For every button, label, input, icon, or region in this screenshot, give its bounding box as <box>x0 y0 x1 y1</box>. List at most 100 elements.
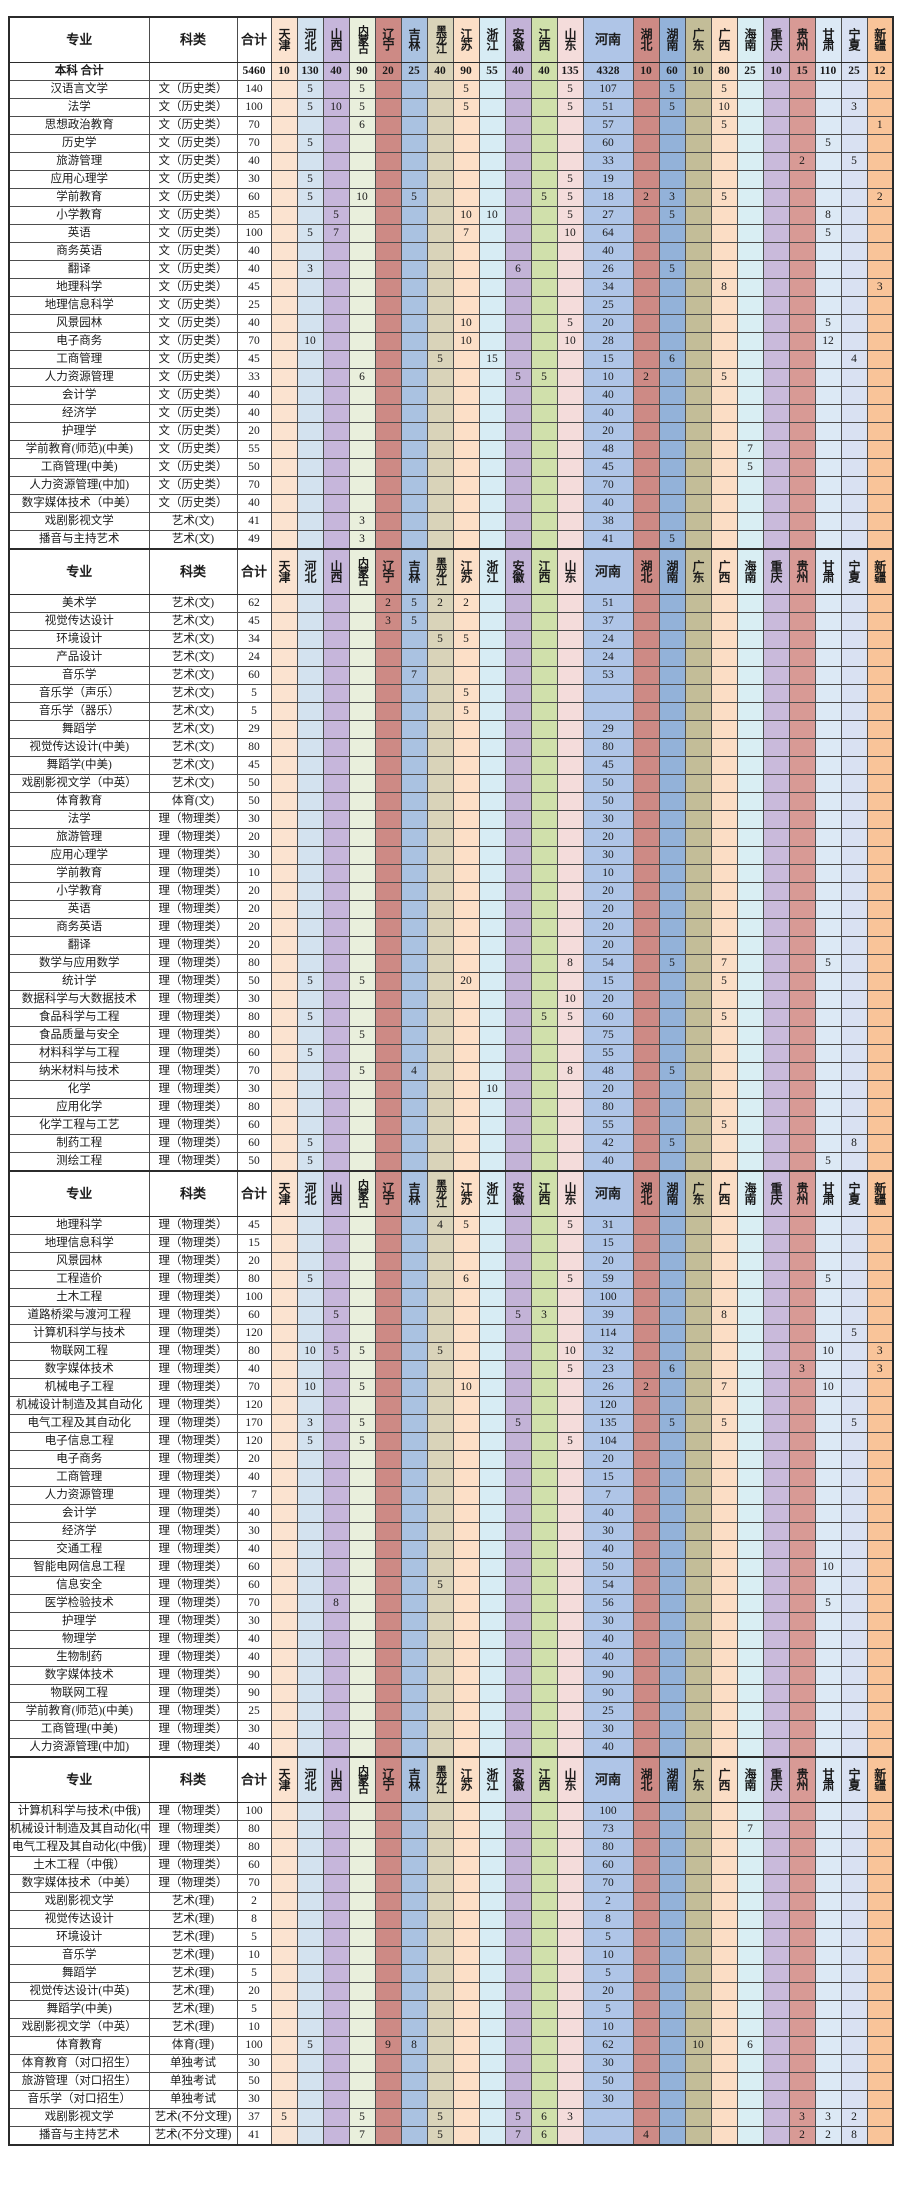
value-cell <box>840 1892 868 1911</box>
value-cell <box>478 296 506 315</box>
value-cell: 6 <box>504 260 532 279</box>
value-cell: 3 <box>866 278 894 297</box>
value-cell <box>270 278 298 297</box>
value-cell: 40 <box>582 1630 634 1649</box>
value-cell: 34 <box>582 278 634 297</box>
value-cell <box>296 2054 324 2073</box>
value-cell <box>452 530 480 550</box>
value-cell <box>426 476 454 495</box>
value-cell <box>684 2054 712 2073</box>
value-cell <box>374 882 402 901</box>
value-cell <box>374 1982 402 2001</box>
value-cell <box>710 594 738 613</box>
value-cell <box>632 792 660 811</box>
value-cell <box>840 1540 868 1559</box>
header-province: 天津 <box>270 548 298 595</box>
header-province: 黑龙江 <box>426 548 454 595</box>
value-cell <box>788 1982 816 2001</box>
value-cell <box>374 1540 402 1559</box>
header-province: 山西 <box>322 1756 350 1803</box>
value-cell: 2 <box>374 594 402 613</box>
value-cell <box>452 152 480 171</box>
value-cell <box>322 80 350 99</box>
value-cell <box>632 512 660 531</box>
value-cell <box>322 738 350 757</box>
value-cell <box>452 1432 480 1451</box>
value-cell <box>426 170 454 189</box>
value-cell <box>374 666 402 685</box>
value-cell <box>348 1612 376 1631</box>
value-cell <box>400 440 428 459</box>
category-cell: 理（物理类） <box>148 1306 238 1325</box>
value-cell <box>866 1134 894 1153</box>
value-cell <box>426 2054 454 2073</box>
value-cell: 5 <box>556 206 584 225</box>
value-cell: 3 <box>814 2108 842 2127</box>
value-cell <box>530 296 558 315</box>
value-cell <box>400 1820 428 1839</box>
header-province: 江苏 <box>452 16 480 63</box>
value-cell <box>866 810 894 829</box>
value-cell <box>632 1720 660 1739</box>
value-cell <box>762 1630 790 1649</box>
value-cell: 5 <box>426 350 454 369</box>
value-cell <box>684 1594 712 1613</box>
value-cell: 5 <box>814 134 842 153</box>
value-cell <box>400 936 428 955</box>
value-cell <box>556 530 584 550</box>
value-cell <box>322 900 350 919</box>
value-cell <box>788 1522 816 1541</box>
major-cell: 护理学 <box>8 422 150 441</box>
value-cell <box>296 1504 324 1523</box>
category-cell: 体育(理) <box>148 2036 238 2055</box>
value-cell <box>270 188 298 207</box>
value-cell <box>348 990 376 1009</box>
value-cell <box>840 630 868 649</box>
value-cell <box>632 1026 660 1045</box>
value-cell <box>840 1432 868 1451</box>
table-row: 人力资源管理(中加) 理（物理类） 40 40 <box>8 1738 894 1758</box>
value-cell: 10 <box>582 1946 634 1965</box>
value-cell <box>270 1576 298 1595</box>
total-cell: 24 <box>236 648 272 667</box>
value-cell <box>426 386 454 405</box>
value-cell <box>270 206 298 225</box>
value-cell <box>426 1504 454 1523</box>
value-cell <box>270 900 298 919</box>
value-cell <box>736 810 764 829</box>
value-cell <box>762 2036 790 2055</box>
value-cell <box>814 1738 842 1758</box>
value-cell <box>322 2108 350 2127</box>
value-cell <box>814 476 842 495</box>
value-cell <box>504 720 532 739</box>
value-cell <box>452 1946 480 1965</box>
table-row: 机械电子工程 理（物理类） 70 10 5 10 26 2 7 10 <box>8 1378 894 1397</box>
major-cell: 旅游管理 <box>8 828 150 847</box>
value-cell <box>374 314 402 333</box>
value-cell <box>270 594 298 613</box>
value-cell <box>762 1838 790 1857</box>
value-cell <box>478 440 506 459</box>
header-province: 江西 <box>530 1170 558 1217</box>
total-cell: 80 <box>236 954 272 973</box>
table-row: 汉语言文学 文（历史类） 140 5 5 5 5 107 5 5 <box>8 80 894 99</box>
value-cell <box>736 2018 764 2037</box>
header-province: 河北 <box>296 548 324 595</box>
value-cell <box>658 422 686 441</box>
value-cell <box>452 1594 480 1613</box>
value-cell <box>270 774 298 793</box>
value-cell <box>504 1630 532 1649</box>
value-cell <box>322 1414 350 1433</box>
value-cell <box>452 1802 480 1821</box>
header-province: 海南 <box>736 1170 764 1217</box>
value-cell <box>296 792 324 811</box>
value-cell <box>426 864 454 883</box>
value-cell: 8 <box>710 278 738 297</box>
category-cell: 理（物理类） <box>148 1540 238 1559</box>
value-cell <box>788 954 816 973</box>
value-cell <box>840 458 868 477</box>
value-cell <box>296 1720 324 1739</box>
value-cell <box>788 260 816 279</box>
value-cell <box>658 1630 686 1649</box>
value-cell: 5 <box>296 972 324 991</box>
